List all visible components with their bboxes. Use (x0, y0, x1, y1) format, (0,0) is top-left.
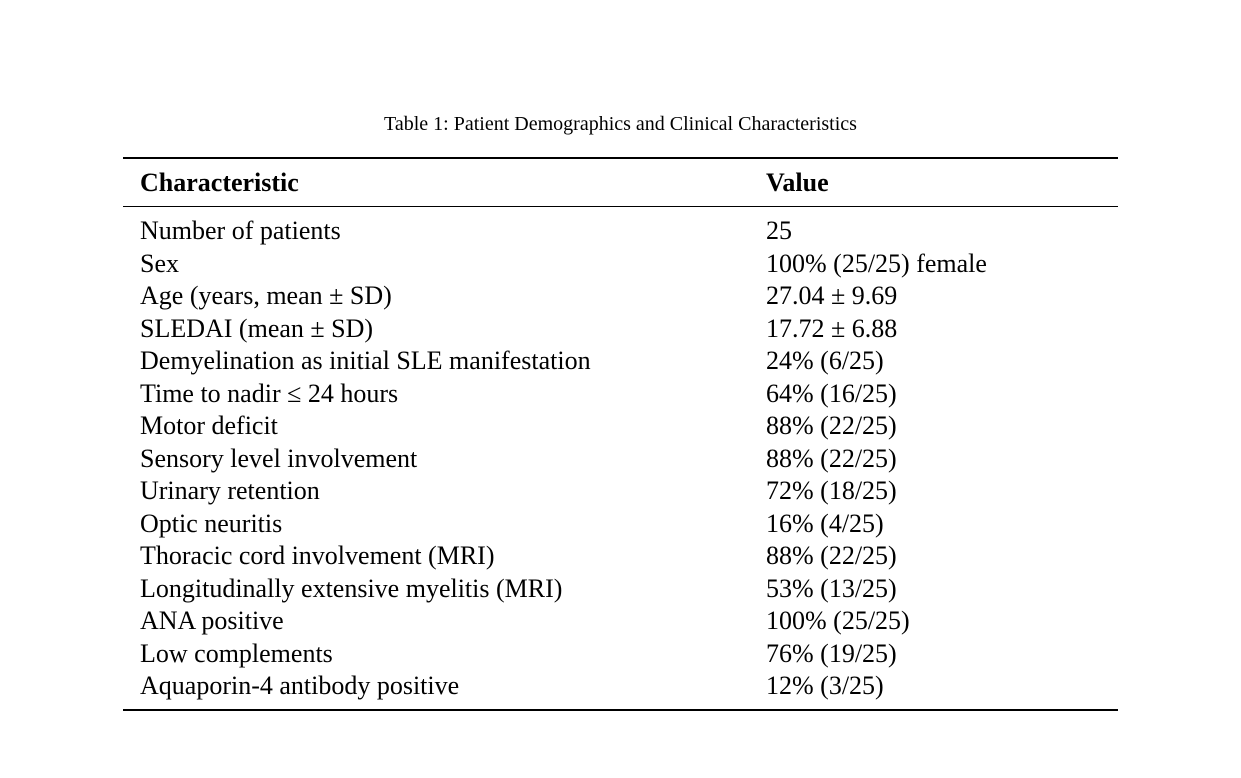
table-row: Longitudinally extensive myelitis (MRI) … (123, 573, 1118, 606)
value-cell: 53% (13/25) (766, 573, 897, 603)
table-row: Number of patients 25 (123, 207, 1118, 248)
table-row: Demyelination as initial SLE manifestati… (123, 345, 1118, 378)
value-cell: 17.72 ± 6.88 (766, 313, 898, 343)
characteristic-cell: Demyelination as initial SLE manifestati… (140, 346, 591, 375)
characteristic-cell: Motor deficit (140, 411, 278, 440)
table-row: SLEDAI (mean ± SD) 17.72 ± 6.88 (123, 313, 1118, 346)
table-row: Optic neuritis 16% (4/25) (123, 508, 1118, 541)
characteristic-cell: Longitudinally extensive myelitis (MRI) (140, 573, 563, 603)
value-cell: 100% (25/25) (766, 606, 910, 635)
characteristic-cell: Urinary retention (140, 476, 320, 505)
table-row: Age (years, mean ± SD) 27.04 ± 9.69 (123, 280, 1118, 313)
characteristic-cell: Sex (140, 248, 179, 278)
column-header-value: Value (766, 158, 1118, 207)
value-cell: 25 (766, 216, 792, 245)
value-cell: 76% (19/25) (766, 638, 897, 668)
characteristic-cell: Low complements (140, 638, 333, 668)
value-cell: 12% (3/25) (766, 671, 884, 700)
table-row: Low complements 76% (19/25) (123, 638, 1118, 671)
characteristic-cell: Number of patients (140, 216, 341, 245)
table-row: ANA positive 100% (25/25) (123, 605, 1118, 638)
value-cell: 88% (22/25) (766, 541, 897, 570)
table-row: Motor deficit 88% (22/25) (123, 410, 1118, 443)
value-cell: 100% (25/25) female (766, 248, 987, 278)
characteristic-cell: Thoracic cord involvement (MRI) (140, 541, 495, 570)
table-row: Sex 100% (25/25) female (123, 248, 1118, 281)
characteristic-cell: SLEDAI (mean ± SD) (140, 313, 374, 343)
value-cell: 16% (4/25) (766, 508, 884, 538)
characteristic-cell: Aquaporin-4 antibody positive (140, 671, 460, 700)
table-row: Aquaporin-4 antibody positive 12% (3/25) (123, 670, 1118, 710)
patient-demographics-table: Characteristic Value Number of patients … (123, 157, 1118, 711)
table-row: Sensory level involvement 88% (22/25) (123, 443, 1118, 476)
column-header-characteristic: Characteristic (123, 158, 766, 207)
table-body: Number of patients 25 Sex 100% (25/25) f… (123, 207, 1118, 710)
characteristic-cell: Time to nadir ≤ 24 hours (140, 378, 399, 408)
characteristic-cell: ANA positive (140, 606, 284, 635)
header-row: Characteristic Value (123, 158, 1118, 207)
table-row: Time to nadir ≤ 24 hours 64% (16/25) (123, 378, 1118, 411)
characteristic-cell: Age (years, mean ± SD) (140, 281, 392, 310)
value-cell: 88% (22/25) (766, 443, 897, 473)
value-cell: 24% (6/25) (766, 346, 884, 375)
value-cell: 88% (22/25) (766, 411, 897, 440)
value-cell: 72% (18/25) (766, 476, 897, 505)
characteristic-cell: Sensory level involvement (140, 443, 418, 473)
value-cell: 64% (16/25) (766, 378, 897, 408)
characteristic-cell: Optic neuritis (140, 508, 283, 538)
table-row: Thoracic cord involvement (MRI) 88% (22/… (123, 540, 1118, 573)
value-cell: 27.04 ± 9.69 (766, 281, 898, 310)
table-row: Urinary retention 72% (18/25) (123, 475, 1118, 508)
table-caption: Table 1: Patient Demographics and Clinic… (384, 113, 857, 135)
table-header: Characteristic Value (123, 158, 1118, 207)
